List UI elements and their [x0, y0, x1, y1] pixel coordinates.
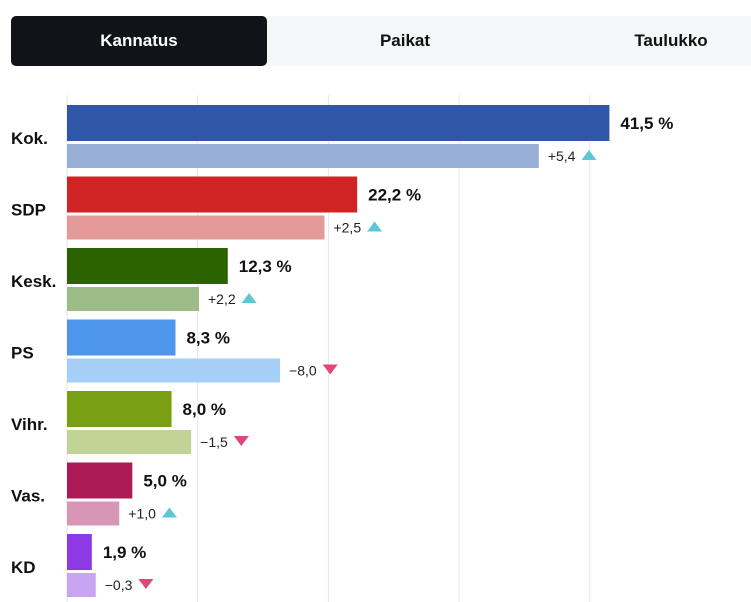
bar-previous[interactable] [67, 287, 200, 311]
bar-previous[interactable] [67, 501, 120, 526]
triangle-up-icon [367, 221, 383, 232]
bar-current[interactable] [67, 391, 172, 427]
tab-taulukko[interactable]: Taulukko [634, 31, 708, 50]
change-label: −0,3 [105, 577, 133, 593]
change-label: +1,0 [128, 506, 156, 522]
bar-previous[interactable] [67, 215, 325, 240]
bar-current[interactable] [67, 248, 228, 284]
bar-current[interactable] [67, 462, 133, 499]
triangle-up-icon [241, 293, 257, 303]
value-label: 41,5 % [620, 114, 673, 133]
triangle-up-icon [581, 150, 597, 160]
bar-current[interactable] [67, 319, 176, 356]
bar-previous[interactable] [67, 358, 281, 383]
value-label: 5,0 % [143, 472, 186, 491]
value-label: 12,3 % [239, 257, 292, 276]
bar-current[interactable] [67, 176, 358, 213]
value-label: 8,0 % [183, 400, 226, 419]
bar-current[interactable] [67, 105, 610, 141]
triangle-down-icon [322, 364, 338, 375]
tab-paikat[interactable]: Paikat [379, 31, 431, 50]
triangle-up-icon [161, 507, 177, 518]
party-label: Vas. [11, 487, 45, 506]
party-label: PS [11, 344, 34, 363]
change-label: +2,2 [208, 291, 236, 307]
value-label: 8,3 % [186, 329, 229, 348]
party-label: Vihr. [11, 415, 48, 434]
bar-previous[interactable] [67, 573, 96, 597]
value-label: 22,2 % [368, 186, 421, 205]
bars-group [67, 105, 610, 597]
triangle-down-icon [138, 579, 154, 589]
bar-current[interactable] [67, 534, 92, 570]
value-label: 1,9 % [103, 543, 146, 562]
party-label: SDP [11, 201, 46, 220]
change-label: +2,5 [333, 220, 361, 236]
tab-bar: Kannatus Paikat Taulukko [11, 16, 751, 66]
party-label: KD [11, 558, 36, 577]
change-label: −1,5 [200, 434, 228, 450]
change-label: +5,4 [548, 148, 576, 164]
triangle-down-icon [233, 436, 249, 446]
bar-previous[interactable] [67, 430, 192, 454]
labels-group: Kok. 41,5 % +5,4 SDP 22,2 % +2,5 Kesk. 12,3 %+2… [11, 114, 673, 593]
bar-previous[interactable] [67, 144, 539, 168]
party-label: Kok. [11, 129, 48, 148]
tab-kannatus[interactable]: Kannatus [11, 16, 267, 66]
change-label: −8,0 [289, 363, 317, 379]
party-label: Kesk. [11, 272, 56, 291]
